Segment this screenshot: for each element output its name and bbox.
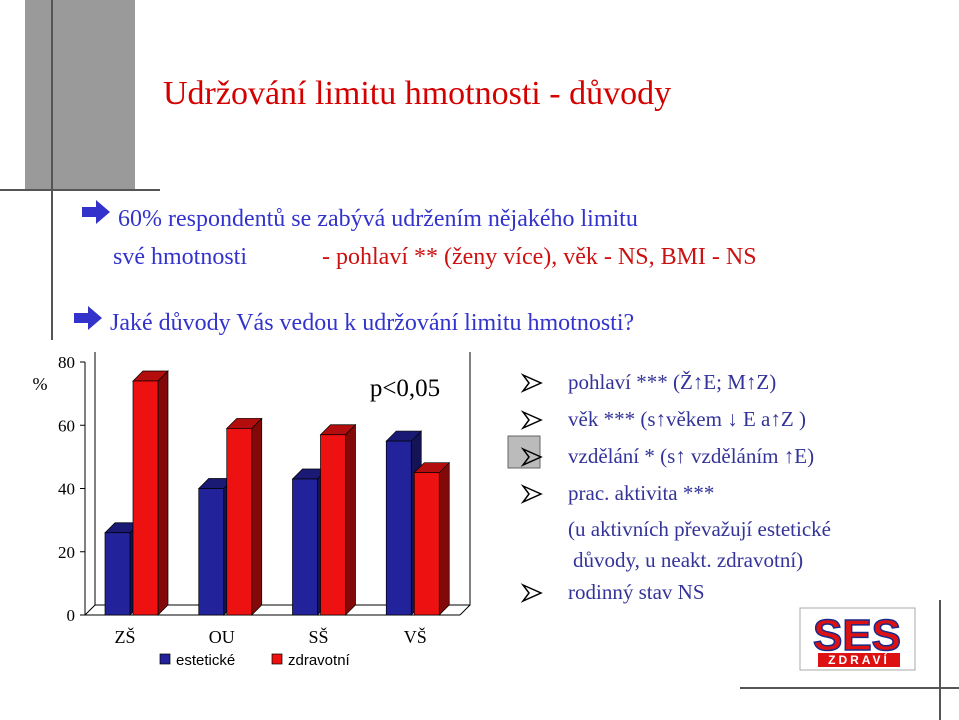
finding-text: prac. aktivita *** [568,481,714,505]
question-text: Jaké důvody Vás vedou k udržování limitu… [110,310,634,336]
intro-text: své hmotnosti [113,244,247,270]
bullet-check [520,484,543,504]
bar [226,428,253,616]
y-axis-label: % [33,374,48,394]
y-tick-label: 0 [67,606,76,625]
bullet-check [520,583,543,603]
y-tick-label: 40 [58,480,75,499]
bar-side [157,370,169,616]
legend-swatch [159,653,171,665]
x-tick-label: ZŠ [114,626,135,647]
finding-text: důvody, u neakt. zdravotní) [573,548,803,572]
slide-title: Udržování limitu hmotnosti - důvody [163,75,671,112]
bullet-arrow [74,306,102,330]
bar [198,488,225,616]
bullet-check [520,447,543,467]
finding-text: pohlaví *** (Ž↑E; M↑Z) [568,370,776,394]
logo-band [818,653,900,667]
y-tick-label: 80 [58,353,75,372]
bar [413,472,440,616]
annotation: p<0,05 [370,375,440,402]
logo: SES ZDRAVÍ [799,607,916,671]
intro-text: - pohlaví ** (ženy více), věk - NS, BMI … [322,244,757,270]
bar-side [438,461,450,616]
y-tick-label: 20 [58,543,75,562]
bullet-check [520,410,543,430]
finding-text: rodinný stav NS [568,580,705,604]
finding-text: vzdělání * (s↑ vzděláním ↑E) [568,444,814,468]
legend-label: estetické [176,652,235,669]
y-tick-label: 60 [58,416,75,435]
legend-swatch [271,653,283,665]
logo-sub: ZDRAVÍ [828,652,890,667]
bar-side [345,423,356,616]
bar [104,532,131,616]
x-tick-label: SŠ [308,626,328,647]
bar-side [251,417,263,616]
intro-text: 60% respondentů se zabývá udržením nějak… [118,206,638,232]
corner-decoration [25,0,135,190]
x-axis-depth [459,604,471,616]
x-tick-label: VŠ [404,626,427,647]
bar [132,380,159,616]
legend-label: zdravotní [288,652,351,669]
finding-text: (u aktivních převažují estetické [568,517,831,541]
logo-name: SES [813,611,901,660]
x-tick-label: OU [209,627,235,647]
finding-text: věk *** (s↑věkem ↓ E a↑Z ) [568,407,806,431]
bar [385,440,412,616]
bullet-arrow [82,200,110,224]
bar [292,478,318,616]
bullet-check [520,373,543,393]
bar [320,434,346,616]
